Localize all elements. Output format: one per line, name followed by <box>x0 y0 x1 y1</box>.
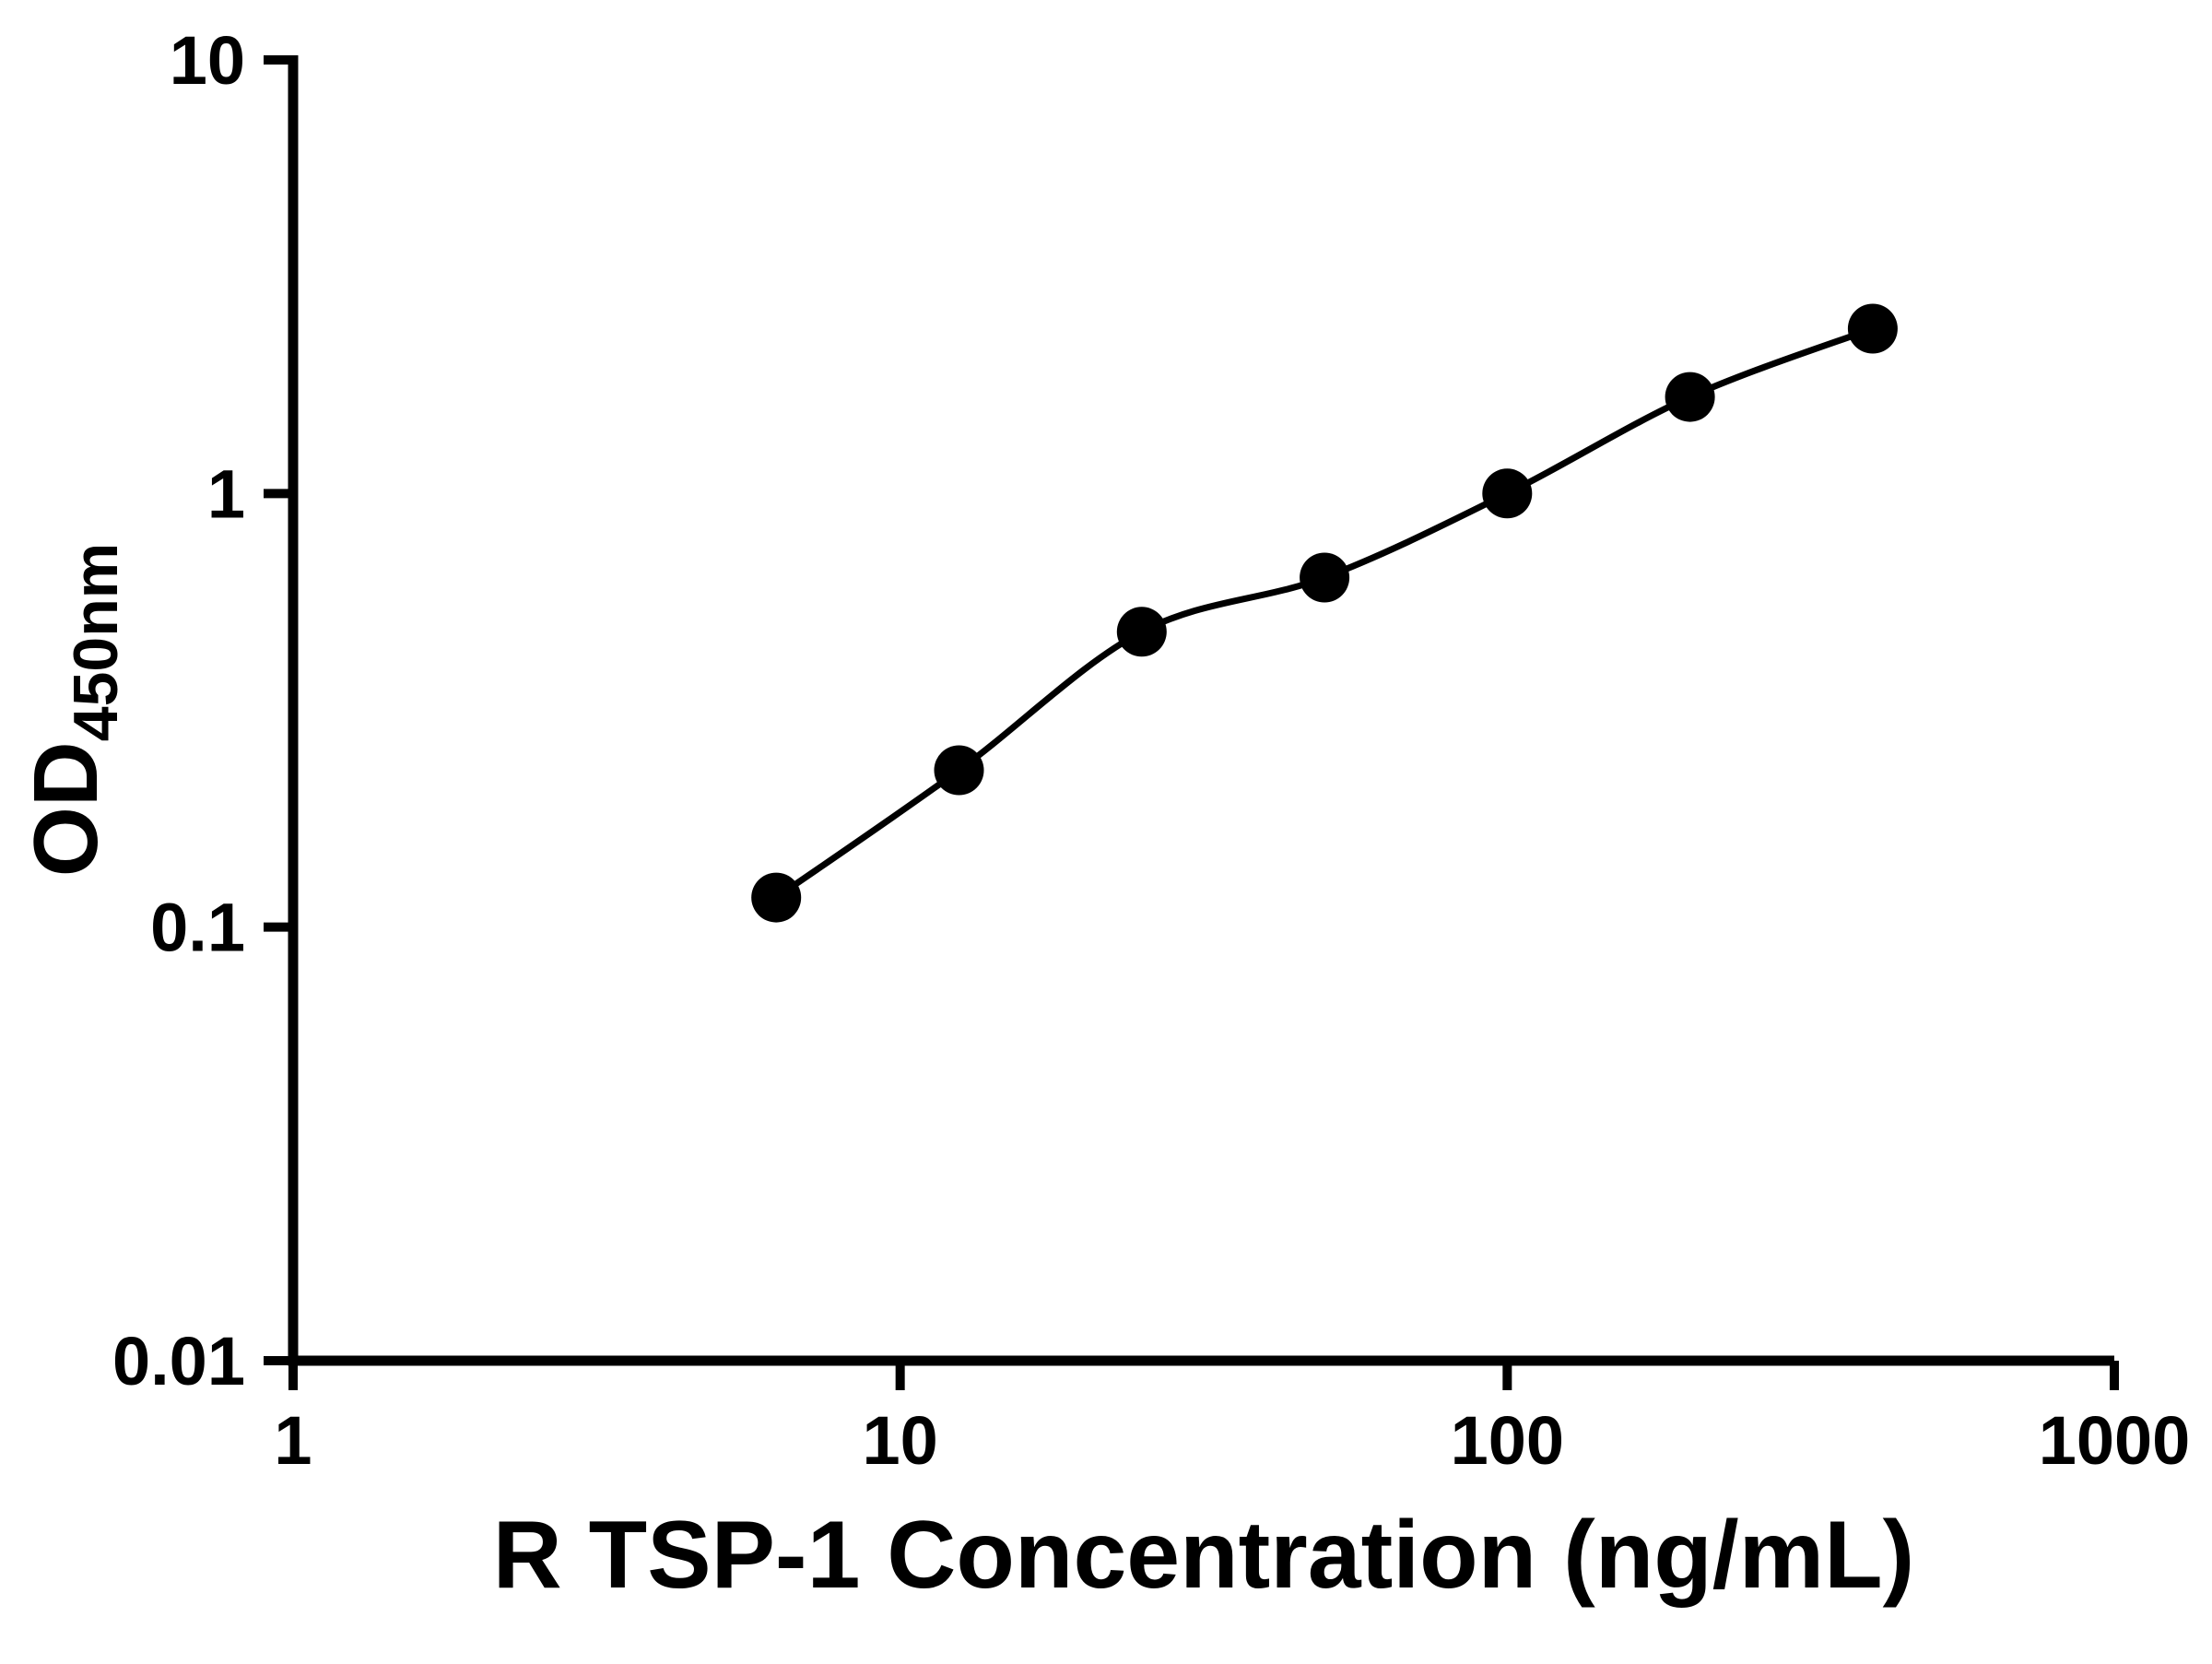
fit-curve-path <box>774 325 1875 901</box>
data-point <box>1300 552 1350 603</box>
axis-lines <box>288 55 2114 1366</box>
fit-curve <box>774 325 1875 901</box>
y-tick-label: 1 <box>207 455 245 532</box>
y-tick-label: 0.01 <box>112 1323 245 1399</box>
x-tick-label: 10 <box>863 1402 938 1479</box>
y-tick-label: 10 <box>170 22 245 99</box>
axes <box>288 55 2114 1366</box>
data-point <box>1665 372 1715 422</box>
data-point <box>751 872 802 923</box>
y-axis-title-subscript: 450nm <box>61 543 131 741</box>
x-axis-title: R TSP-1 Concentration (ng/mL) <box>493 1502 1915 1609</box>
data-point <box>1482 468 1533 519</box>
data-point <box>1847 303 1898 354</box>
tick-marks <box>264 55 2119 1390</box>
data-points <box>751 303 1898 923</box>
data-point <box>1116 607 1167 657</box>
x-tick-label: 1 <box>274 1402 312 1479</box>
y-axis-title: OD450nm <box>15 543 131 877</box>
y-axis-title-main: OD <box>15 741 116 877</box>
y-tick-label: 0.1 <box>150 890 245 966</box>
tick-labels: 10 1 0.1 0.01 1 10 100 1000 <box>112 22 2190 1479</box>
x-tick-label: 1000 <box>2039 1402 2191 1479</box>
x-tick-label: 100 <box>1451 1402 1564 1479</box>
data-point <box>934 745 984 796</box>
